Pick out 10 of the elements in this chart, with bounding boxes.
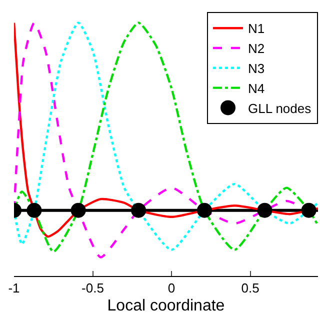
- legend-label: N2: [248, 41, 265, 56]
- legend-label: GLL nodes: [248, 100, 312, 116]
- legend-label: N4: [248, 80, 265, 96]
- legend-label: N3: [248, 60, 265, 76]
- x-tick-label: -0.5: [82, 280, 104, 296]
- legend-label: N1: [248, 21, 265, 36]
- x-tick-label: 0: [168, 280, 176, 296]
- x-tick-label: -1: [8, 280, 20, 296]
- x-axis-title: Local coordinate: [107, 297, 225, 314]
- x-tick-label: 0.5: [241, 280, 260, 296]
